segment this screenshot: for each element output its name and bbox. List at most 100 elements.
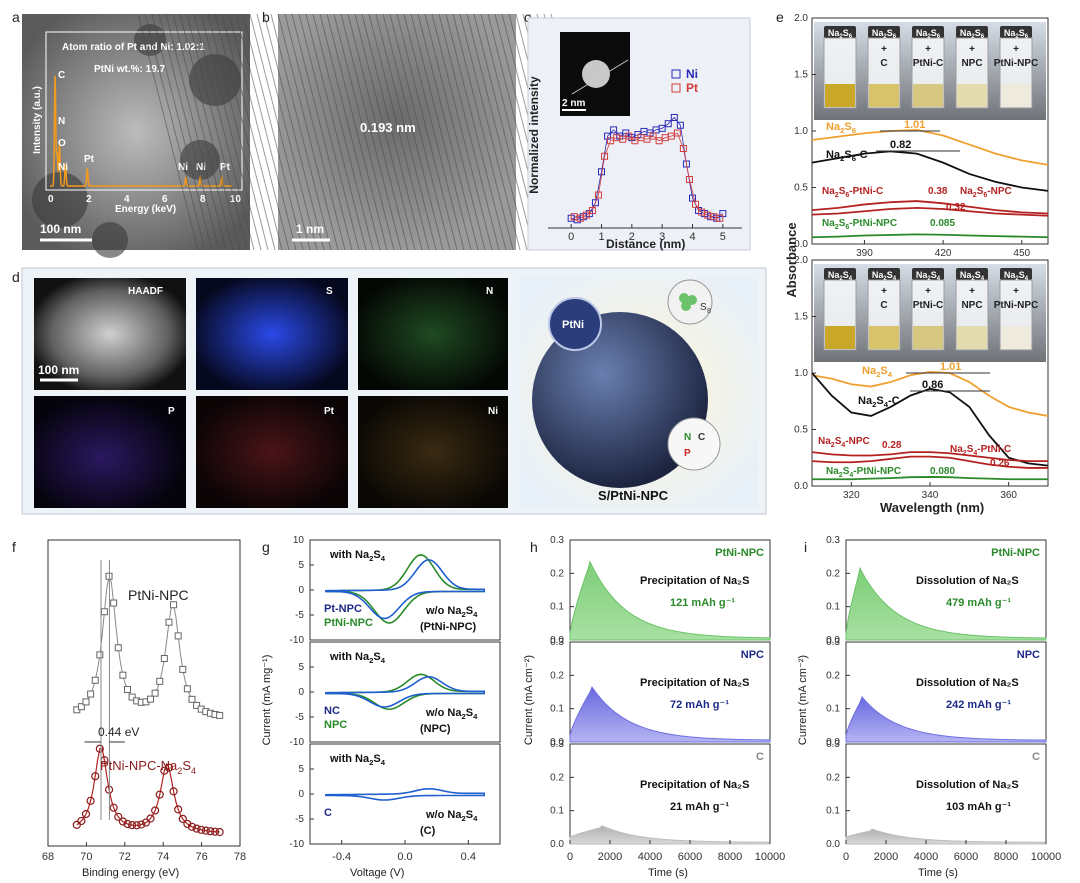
eds-peak-ni2: Ni bbox=[178, 162, 188, 173]
ca-capacity: 479 mAh g⁻¹ bbox=[946, 597, 1011, 609]
vial-liquid bbox=[913, 326, 943, 349]
f-tick-label: 78 bbox=[234, 851, 246, 863]
g-xlabel: Voltage (V) bbox=[350, 867, 404, 879]
sulfur-symbol: S bbox=[700, 302, 707, 313]
g-without-label: w/o Na2S4 bbox=[425, 707, 478, 721]
xps-point-top bbox=[82, 698, 90, 706]
vial-liquid bbox=[869, 84, 899, 107]
vial-label: Na2S6 bbox=[872, 28, 897, 40]
fringe-line bbox=[172, 13, 234, 251]
panel-label-g: g bbox=[262, 539, 270, 555]
panel-label-a: a bbox=[12, 9, 20, 25]
panel-d: d HAADF S N P Pt Ni 100 nm PtNi S 8 N C … bbox=[12, 267, 767, 515]
ca-series-name: PtNi-NPC bbox=[715, 547, 764, 559]
vial-additive: NPC bbox=[961, 58, 982, 69]
vials-bottom: Na2S4 Na2S4 + C Na2S4 + PtNi-C Na2S4 + NPC Na2S4 + P… bbox=[823, 268, 1038, 351]
fringe-line bbox=[228, 13, 290, 251]
vial-additive: PtNi-C bbox=[913, 58, 944, 69]
panel-label-i: i bbox=[804, 539, 807, 555]
vial-liquid bbox=[957, 84, 987, 107]
vial-liquid bbox=[1001, 84, 1031, 107]
panel-h: h Current (mA cm⁻²) 0.0 0.1 0.2 0.3 PtNi-NPC… bbox=[523, 535, 785, 879]
fringe-line bbox=[438, 13, 500, 251]
tile-label-p: P bbox=[168, 406, 175, 417]
xps-point-bottom bbox=[210, 827, 220, 836]
ca-process-label: Precipitation of Na₂S bbox=[640, 575, 749, 587]
fringe-line bbox=[361, 13, 423, 251]
fringe-line bbox=[333, 13, 395, 251]
fringe-line bbox=[312, 13, 374, 251]
g-with-label: with Na2S4 bbox=[329, 549, 386, 563]
ca-ytick-label: 0.2 bbox=[826, 772, 840, 783]
ca-area bbox=[569, 825, 771, 845]
fringe-line bbox=[452, 13, 514, 251]
e-ytick-label: 2.0 bbox=[794, 13, 808, 24]
vial-cap bbox=[824, 26, 856, 38]
sulfur-subscript: 8 bbox=[707, 308, 711, 315]
ca-area bbox=[845, 828, 1047, 845]
label-npc: Na2S6-NPC bbox=[960, 186, 1012, 199]
absorbance-line bbox=[812, 476, 1048, 481]
label-npc: Na2S4-NPC bbox=[818, 436, 870, 449]
vial-plus: + bbox=[925, 44, 931, 55]
scale-label: 100 nm bbox=[40, 222, 81, 236]
e-top-lines bbox=[811, 128, 1049, 239]
xps-point-top bbox=[156, 677, 164, 685]
fringe-line bbox=[263, 13, 325, 251]
sulfur-atom bbox=[679, 293, 689, 303]
c-tick-label: 1 bbox=[598, 231, 604, 243]
g-series-label: C bbox=[324, 807, 332, 819]
eds-peak-ni3: Ni bbox=[196, 162, 206, 173]
fringe-line bbox=[242, 13, 304, 251]
ca-capacity: 242 mAh g⁻¹ bbox=[946, 699, 1011, 711]
vial-cap bbox=[1000, 268, 1032, 280]
vial-label: Na2S6 bbox=[916, 28, 941, 40]
g-with-label: with Na2S4 bbox=[329, 651, 386, 665]
vials-top: Na2S6 Na2S6 + C Na2S6 + PtNi-C Na2S6 + NPC Na2S6 + P… bbox=[823, 26, 1038, 109]
vial-cap bbox=[824, 268, 856, 280]
vial-label: Na2S4 bbox=[872, 270, 897, 282]
vial-plus: + bbox=[969, 286, 975, 297]
g-ytick-label: 0 bbox=[298, 585, 304, 596]
xps-point-top bbox=[114, 644, 122, 652]
fringe-line bbox=[144, 13, 206, 251]
g-ytick-label: -5 bbox=[295, 610, 304, 621]
annot-0.085: 0.085 bbox=[930, 218, 955, 229]
tile-label-s: S bbox=[326, 286, 333, 297]
vial-plus: + bbox=[969, 44, 975, 55]
xps-point-bottom bbox=[178, 814, 187, 823]
cv-loop bbox=[325, 675, 485, 708]
eds-peak-pt: Pt bbox=[84, 154, 95, 165]
ca-xtick-label: 6000 bbox=[954, 851, 978, 863]
c-data-point bbox=[673, 129, 681, 137]
xps-point-top bbox=[183, 685, 191, 693]
h-plot: 0.0 0.1 0.2 0.3 PtNi-NPC Precipitation of Na₂… bbox=[550, 535, 785, 863]
c-data-point bbox=[610, 126, 618, 134]
fringe-line bbox=[200, 13, 262, 251]
ca-series-name: C bbox=[1032, 751, 1040, 763]
fringe-line bbox=[431, 13, 493, 251]
eds-ratio-text: Atom ratio of Pt and Ni: 1.02:1 bbox=[62, 42, 205, 53]
scale-label: 1 nm bbox=[296, 222, 324, 236]
vial-liquid bbox=[869, 326, 899, 349]
g-xtick-label: -0.4 bbox=[332, 851, 351, 863]
panel-i: i Current (mA cm⁻²) 0.0 0.1 0.2 0.3 PtNi-NPC… bbox=[797, 535, 1061, 879]
tile-s bbox=[196, 278, 348, 390]
ca-subpanel-axes bbox=[569, 641, 771, 743]
ca-ytick-label: 0.0 bbox=[826, 635, 840, 646]
e-ytick-label: 0.0 bbox=[794, 481, 808, 492]
xps-point-bottom bbox=[192, 824, 201, 833]
c-series-line bbox=[574, 132, 720, 219]
tile-pt bbox=[196, 396, 348, 508]
xps-point-top bbox=[123, 686, 131, 694]
vial-additive: C bbox=[880, 58, 887, 69]
label-ptni-c: Na2S6-PtNi-C bbox=[822, 186, 883, 199]
g-ylabel: Current (mA mg⁻¹) bbox=[261, 655, 273, 746]
panel-label-c: c bbox=[524, 9, 531, 25]
e-ytick-label: 1.0 bbox=[794, 368, 808, 379]
label-na2s4-c: Na2S4-C bbox=[858, 395, 900, 409]
fringe-line bbox=[151, 13, 213, 251]
c-ylabel: Normalized intensity bbox=[527, 76, 541, 194]
vial-additive: PtNi-NPC bbox=[994, 58, 1038, 69]
f-axes bbox=[47, 539, 241, 847]
